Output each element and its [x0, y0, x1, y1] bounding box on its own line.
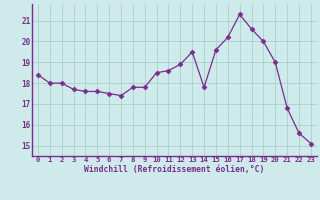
X-axis label: Windchill (Refroidissement éolien,°C): Windchill (Refroidissement éolien,°C): [84, 165, 265, 174]
